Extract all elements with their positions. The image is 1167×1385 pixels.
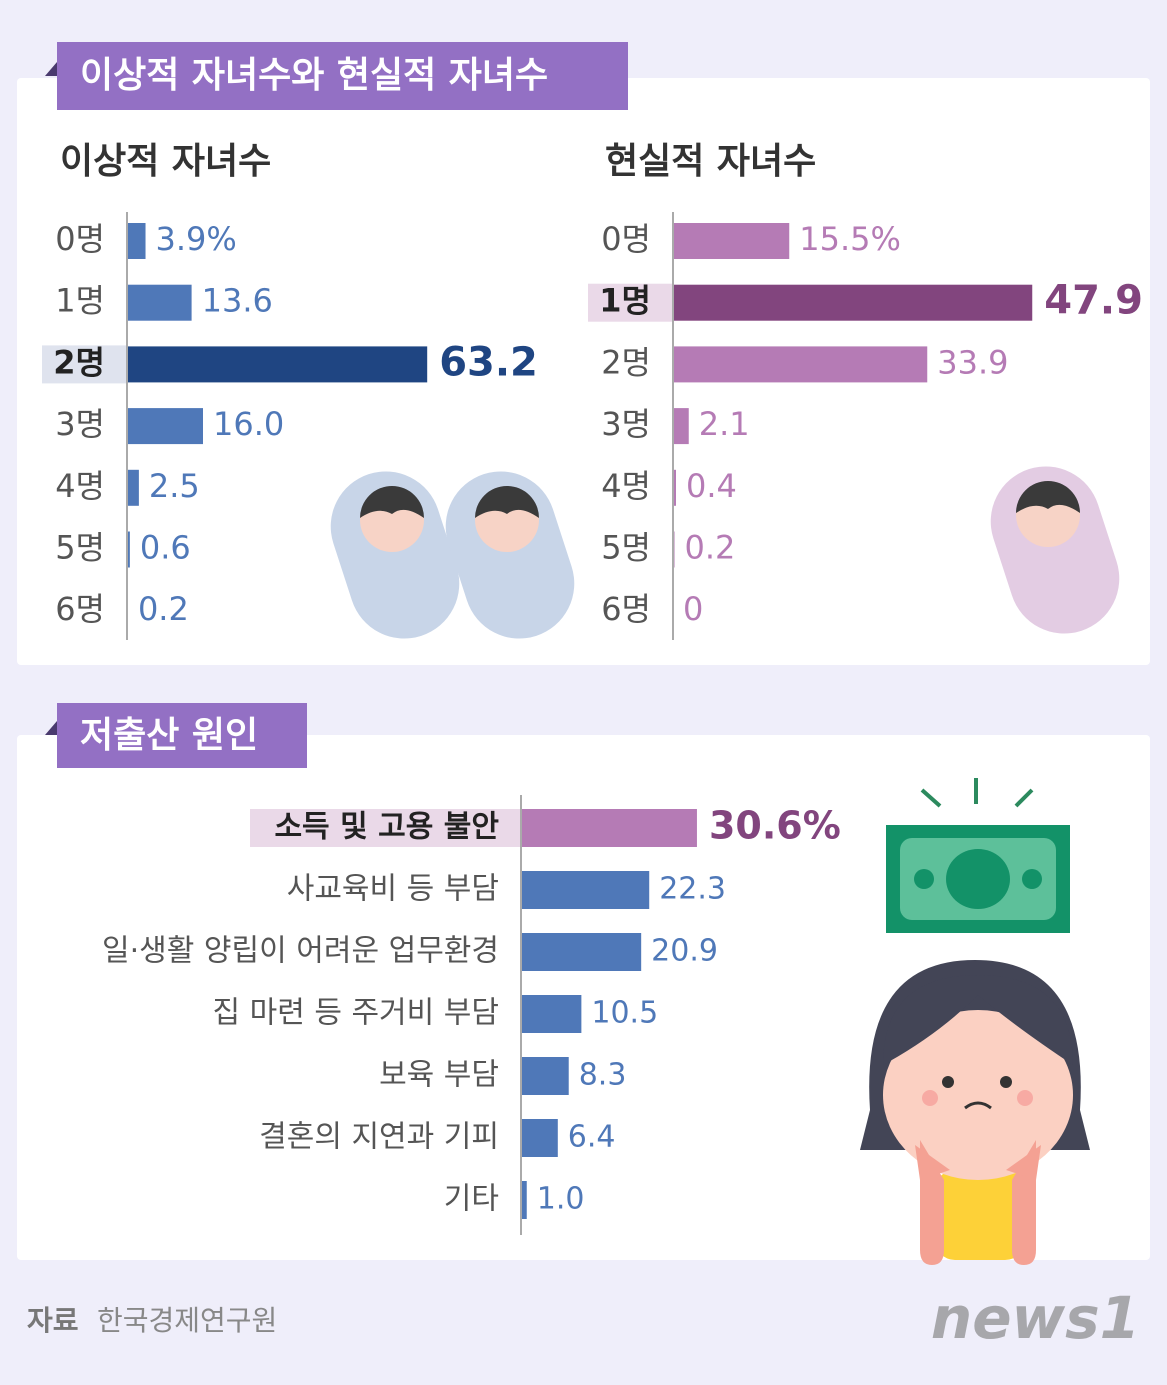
bar bbox=[521, 995, 582, 1033]
source: 한국경제연구원 bbox=[97, 1304, 277, 1337]
bar bbox=[521, 871, 650, 909]
tab-fold bbox=[45, 62, 57, 76]
value-label: 0.2 bbox=[138, 590, 189, 628]
value-label: 13.6 bbox=[202, 282, 273, 320]
header-tab bbox=[57, 703, 307, 768]
category-label: 6명 bbox=[601, 590, 651, 628]
category-label: 4명 bbox=[601, 467, 651, 505]
bar bbox=[127, 223, 146, 259]
bar bbox=[521, 809, 697, 847]
bar bbox=[521, 1119, 558, 1157]
category-label: 일·생활 양립이 어려운 업무환경 bbox=[102, 934, 499, 969]
value-label: 63.2 bbox=[439, 339, 538, 385]
section-header: 저출산 원인 bbox=[80, 715, 258, 756]
category-label: 결혼의 지연과 기피 bbox=[259, 1120, 499, 1155]
highlight-bg bbox=[42, 345, 127, 384]
chart-title: 현실적 자녀수 bbox=[605, 141, 816, 182]
bar bbox=[673, 346, 928, 383]
category-label: 2명 bbox=[601, 343, 651, 381]
bar bbox=[673, 408, 689, 445]
value-label: 20.9 bbox=[651, 934, 718, 969]
category-label: 5명 bbox=[55, 529, 105, 567]
value-label: 8.3 bbox=[579, 1058, 627, 1093]
bar bbox=[127, 284, 192, 321]
chart-title: 이상적 자녀수 bbox=[60, 141, 271, 182]
category-label: 4명 bbox=[55, 467, 105, 505]
value-label: 3.9% bbox=[156, 220, 237, 258]
value-label: 10.5 bbox=[591, 996, 658, 1031]
value-label: 47.9 bbox=[1044, 278, 1143, 324]
category-label: 0명 bbox=[601, 220, 651, 258]
logo: news1 bbox=[931, 1284, 1140, 1352]
value-label: 2.5 bbox=[149, 467, 200, 505]
section-header: 이상적 자녀수와 현실적 자녀수 bbox=[80, 55, 548, 96]
value-label: 15.5% bbox=[799, 220, 901, 258]
bar bbox=[673, 469, 676, 506]
value-label: 0.6 bbox=[140, 529, 191, 567]
category-label: 6명 bbox=[55, 590, 105, 628]
category-label: 소득 및 고용 불안 bbox=[274, 810, 499, 845]
category-label: 3명 bbox=[55, 405, 105, 443]
baby-illustration bbox=[330, 466, 1120, 639]
value-label: 22.3 bbox=[659, 872, 726, 907]
bar bbox=[521, 1181, 527, 1219]
value-label: 30.6% bbox=[709, 804, 841, 848]
category-label: 2명 bbox=[53, 343, 105, 381]
value-label: 0.4 bbox=[686, 467, 737, 505]
category-label: 사교육비 등 부담 bbox=[287, 872, 499, 907]
worried-girl-illustration bbox=[860, 778, 1090, 1265]
panel bbox=[17, 78, 1150, 665]
highlight-bg bbox=[250, 809, 521, 847]
bar bbox=[127, 469, 139, 506]
category-label: 1명 bbox=[599, 282, 651, 320]
value-label: 0 bbox=[683, 590, 703, 628]
header-tab bbox=[57, 42, 628, 110]
category-label: 보육 부담 bbox=[379, 1058, 499, 1093]
category-label: 기타 bbox=[444, 1182, 499, 1217]
bar bbox=[127, 346, 428, 383]
bar bbox=[673, 284, 1033, 321]
category-label: 3명 bbox=[601, 405, 651, 443]
value-label: 1.0 bbox=[537, 1182, 585, 1217]
category-label: 5명 bbox=[601, 529, 651, 567]
tab-fold bbox=[45, 721, 57, 735]
category-label: 1명 bbox=[55, 282, 105, 320]
value-label: 6.4 bbox=[568, 1120, 616, 1155]
bar bbox=[673, 223, 790, 259]
source-label: 자료 bbox=[27, 1304, 79, 1337]
highlight-bg bbox=[588, 283, 673, 322]
bar bbox=[521, 933, 642, 971]
value-label: 0.2 bbox=[685, 529, 736, 567]
category-label: 0명 bbox=[55, 220, 105, 258]
bar bbox=[521, 1057, 569, 1095]
value-label: 2.1 bbox=[699, 405, 750, 443]
bar bbox=[127, 408, 203, 445]
value-label: 16.0 bbox=[213, 405, 284, 443]
category-label: 집 마련 등 주거비 부담 bbox=[212, 996, 499, 1031]
value-label: 33.9 bbox=[937, 343, 1008, 381]
bar bbox=[127, 531, 130, 568]
